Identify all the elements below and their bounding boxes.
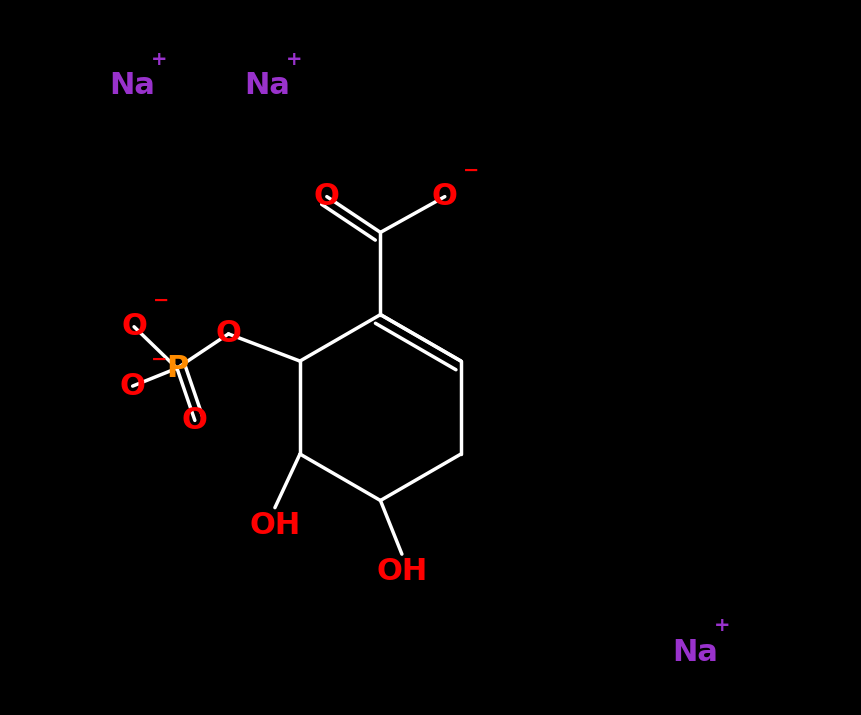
Text: −: − xyxy=(152,350,168,369)
Text: Na: Na xyxy=(109,72,155,100)
Text: Na: Na xyxy=(245,72,290,100)
Text: +: + xyxy=(151,49,167,69)
Text: O: O xyxy=(182,406,208,435)
Text: −: − xyxy=(152,290,169,310)
Text: Na: Na xyxy=(672,638,718,666)
Text: O: O xyxy=(432,182,458,211)
Text: O: O xyxy=(120,372,146,400)
Text: OH: OH xyxy=(376,558,428,586)
Text: O: O xyxy=(314,182,340,211)
Text: O: O xyxy=(215,320,241,348)
Text: P: P xyxy=(166,354,188,383)
Text: −: − xyxy=(463,160,480,179)
Text: O: O xyxy=(121,312,147,341)
Text: OH: OH xyxy=(250,511,300,540)
Text: +: + xyxy=(286,49,302,69)
Text: +: + xyxy=(714,616,730,635)
